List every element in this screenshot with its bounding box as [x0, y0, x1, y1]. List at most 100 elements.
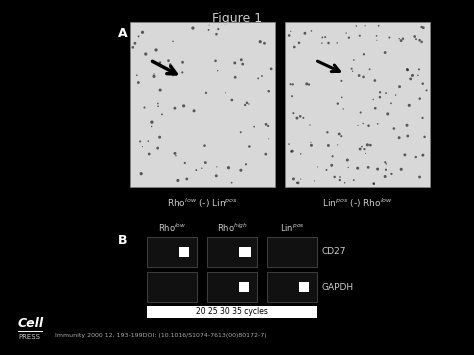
Point: [376, 94, 383, 100]
Point: [158, 111, 166, 117]
Point: [150, 71, 158, 77]
Point: [222, 90, 229, 95]
Point: [360, 51, 368, 57]
Point: [300, 115, 307, 121]
Point: [382, 50, 389, 55]
Point: [152, 47, 160, 53]
Point: [373, 33, 380, 39]
Point: [164, 58, 172, 64]
Bar: [299, 282, 309, 292]
Point: [205, 22, 213, 28]
Point: [148, 124, 155, 129]
Point: [325, 40, 332, 46]
Point: [139, 144, 146, 149]
Bar: [207, 237, 257, 267]
Point: [419, 25, 427, 31]
Point: [383, 161, 390, 167]
Point: [287, 28, 294, 34]
Point: [146, 151, 153, 157]
Text: Lin$^{pos}$ (-) Rho$^{low}$: Lin$^{pos}$ (-) Rho$^{low}$: [322, 197, 393, 211]
Point: [366, 142, 374, 148]
Point: [141, 105, 148, 110]
Point: [291, 44, 298, 50]
Point: [265, 88, 273, 94]
Point: [331, 174, 338, 180]
Bar: [207, 272, 257, 302]
Point: [404, 133, 411, 139]
Point: [325, 143, 332, 148]
Point: [419, 115, 426, 121]
Point: [288, 93, 296, 99]
Text: GAPDH: GAPDH: [322, 283, 354, 291]
Point: [289, 148, 296, 154]
Point: [154, 103, 162, 109]
Point: [366, 66, 374, 72]
Point: [375, 23, 383, 29]
Bar: [267, 237, 317, 267]
Point: [349, 69, 356, 74]
Point: [356, 73, 363, 78]
Point: [228, 97, 236, 103]
Point: [361, 23, 369, 29]
Point: [303, 81, 310, 87]
Point: [392, 92, 400, 98]
Point: [301, 31, 309, 36]
Point: [225, 165, 232, 170]
Point: [365, 164, 372, 170]
Point: [201, 160, 209, 165]
Point: [418, 24, 425, 30]
Point: [403, 122, 411, 128]
Point: [421, 134, 428, 140]
Point: [237, 129, 245, 135]
Bar: [147, 272, 197, 302]
Point: [404, 67, 411, 73]
Point: [387, 100, 395, 106]
Point: [137, 138, 144, 144]
Point: [179, 70, 186, 75]
Point: [156, 60, 164, 65]
Bar: [147, 237, 197, 267]
Point: [192, 167, 200, 173]
Point: [148, 119, 155, 125]
Point: [166, 62, 174, 67]
Point: [415, 67, 423, 72]
Point: [354, 122, 362, 128]
Point: [412, 36, 420, 42]
Bar: [130, 22, 275, 187]
Point: [354, 165, 362, 171]
Point: [258, 73, 266, 79]
Point: [305, 82, 313, 87]
Point: [328, 163, 336, 168]
Point: [297, 151, 304, 157]
Point: [135, 80, 142, 86]
Point: [416, 37, 423, 43]
Point: [243, 100, 251, 106]
Point: [370, 181, 378, 187]
Point: [342, 30, 350, 36]
Text: Figure 1: Figure 1: [212, 12, 262, 25]
Point: [179, 59, 186, 65]
Point: [169, 39, 177, 44]
Point: [350, 177, 357, 183]
Point: [156, 134, 164, 140]
Point: [334, 101, 342, 106]
Point: [231, 75, 239, 80]
Point: [423, 88, 430, 93]
Point: [416, 174, 423, 180]
Point: [382, 174, 389, 179]
Point: [212, 173, 220, 179]
Point: [245, 101, 253, 107]
Point: [293, 115, 301, 121]
Point: [337, 133, 345, 139]
Point: [407, 76, 414, 82]
Point: [202, 90, 210, 96]
Point: [189, 25, 197, 31]
Point: [395, 135, 403, 141]
Point: [231, 60, 238, 66]
Text: Rho$^{low}$ (-) Lin$^{pos}$: Rho$^{low}$ (-) Lin$^{pos}$: [167, 197, 238, 211]
Point: [403, 66, 411, 72]
Point: [344, 157, 351, 163]
Point: [246, 144, 253, 149]
Point: [174, 178, 182, 183]
Point: [190, 108, 198, 114]
